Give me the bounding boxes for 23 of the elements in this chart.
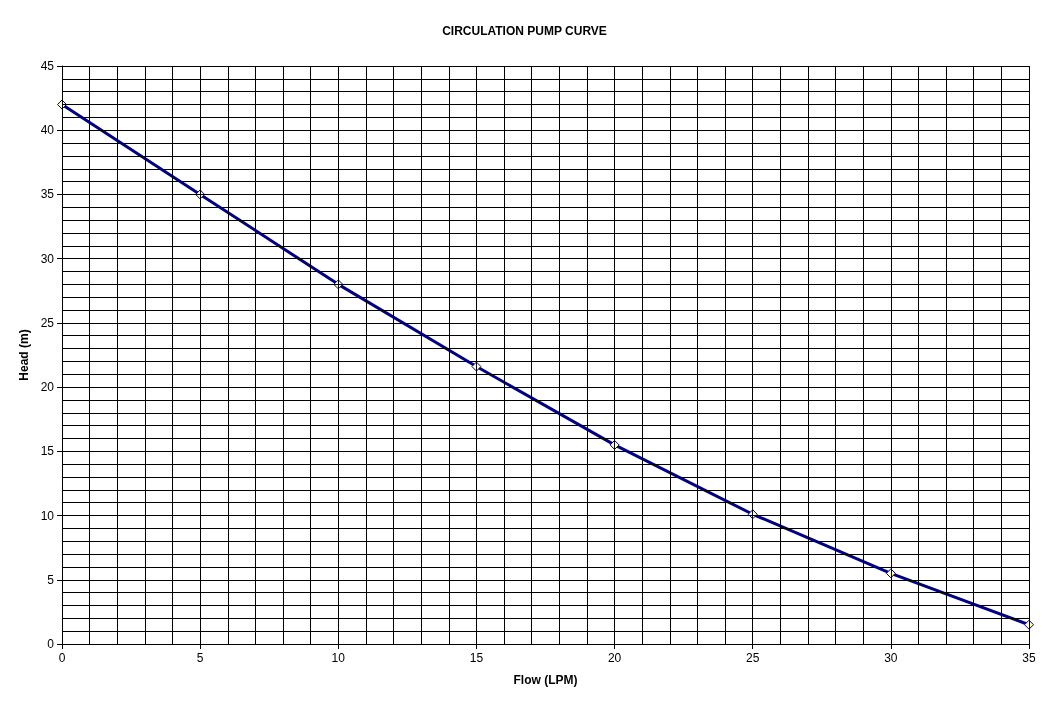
- x-axis-title: Flow (LPM): [513, 673, 578, 687]
- y-tick-label: 0: [47, 637, 55, 651]
- y-tick-label: 40: [40, 123, 55, 138]
- y-tick-label: 10: [40, 508, 55, 523]
- x-tick-label: 0: [58, 651, 66, 665]
- point: [1024, 619, 1034, 630]
- y-tick-label: 45: [40, 59, 55, 73]
- point: [471, 361, 482, 372]
- chart-title: CIRCULATION PUMP CURVE: [442, 24, 607, 38]
- x-tick-label: 25: [746, 651, 760, 665]
- y-tick-label: 5: [47, 572, 55, 587]
- x-tick-label: 20: [607, 651, 622, 665]
- y-axis-title: Head (m): [16, 329, 31, 381]
- x-tick-label: 35: [1022, 651, 1036, 665]
- x-tick-label: 30: [884, 651, 898, 665]
- y-tick-label: 15: [40, 444, 55, 459]
- x-tick-label: 15: [469, 651, 484, 665]
- y-tick-label: 30: [40, 251, 55, 266]
- x-tick-label: 10: [331, 651, 346, 665]
- y-tick-label: 20: [40, 380, 55, 395]
- x-tick-label: 5: [196, 651, 204, 665]
- y-tick-label: 25: [40, 315, 55, 330]
- y-tick-label: 35: [40, 187, 55, 202]
